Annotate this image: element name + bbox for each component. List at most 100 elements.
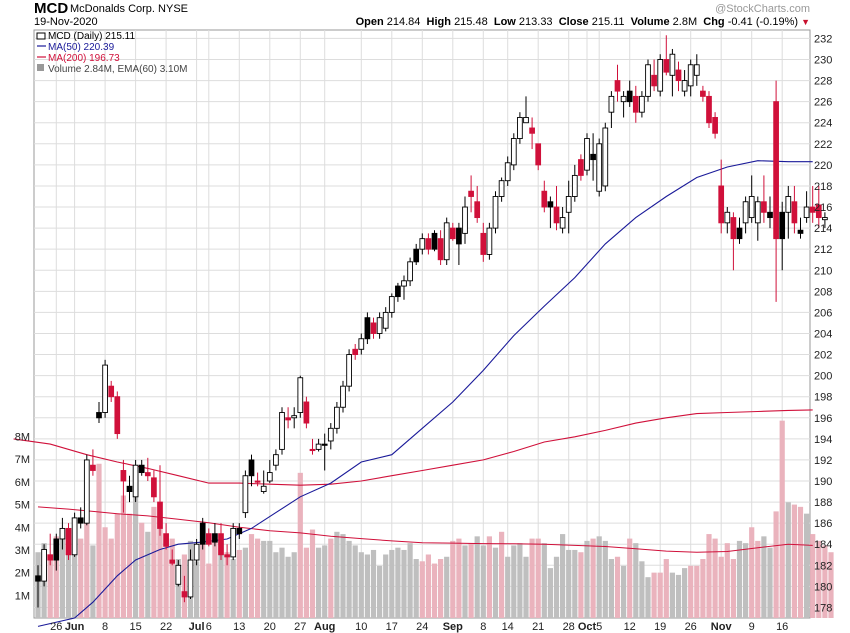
candle [626, 80, 633, 107]
candle [590, 133, 596, 181]
candle-body [388, 296, 395, 313]
low-value: 213.33 [518, 16, 553, 28]
volume-bar [517, 543, 523, 618]
candle [492, 191, 499, 234]
candle [309, 438, 316, 455]
chg-label: Chg [703, 16, 725, 28]
legend-ma50: MA(50) 220.39 [48, 42, 115, 53]
price-tick-label: 206 [814, 307, 832, 319]
volume-bar [590, 538, 596, 618]
candle-body [724, 211, 731, 224]
date-tick-label: 26 [50, 621, 62, 633]
date-tick-label: 8 [480, 621, 486, 633]
candle [571, 164, 578, 202]
candle-body [315, 443, 322, 450]
candle-body [193, 543, 200, 561]
candle [90, 449, 96, 476]
candle-body [163, 533, 169, 547]
candle [71, 512, 78, 557]
candle-body [456, 227, 462, 245]
volume-bar [761, 536, 767, 618]
volume-tick-label: 7M [15, 454, 30, 466]
candle [706, 91, 712, 128]
date-tick-label: 24 [416, 621, 428, 633]
candle-body [327, 427, 334, 442]
candle-body [718, 185, 725, 224]
candle-body [468, 190, 474, 197]
volume-bar [608, 559, 614, 618]
volume-bar [541, 543, 547, 618]
volume-bar [712, 538, 718, 618]
price-tick-label: 194 [814, 434, 832, 446]
volume-bar [364, 554, 370, 618]
candle [462, 196, 468, 244]
volume-bar [279, 547, 285, 618]
volume-bar [456, 538, 462, 618]
volume-bar [682, 568, 688, 618]
company-label: McDonalds Corp. [70, 3, 155, 15]
candle [346, 349, 352, 392]
date-tick-label: 17 [386, 621, 398, 633]
volume-bar [688, 565, 694, 618]
volume-bar [340, 534, 346, 618]
candle-body [614, 80, 621, 92]
close-value: 215.11 [591, 16, 625, 28]
price-tick-label: 226 [814, 97, 832, 109]
price-tick-label: 218 [814, 181, 832, 193]
candle [498, 177, 505, 202]
volume-bar [791, 504, 797, 618]
candle [736, 217, 743, 244]
price-tick-label: 230 [814, 55, 832, 67]
candle-body [279, 412, 285, 450]
candle [407, 257, 413, 287]
candle [334, 401, 340, 434]
candle-body [370, 322, 377, 334]
volume-bar [261, 540, 267, 618]
volume-bar [139, 522, 145, 618]
volume-bar [377, 565, 383, 618]
volume-bar [767, 547, 773, 618]
candle [419, 233, 426, 255]
ma200-line [13, 409, 813, 486]
candle-body [590, 153, 596, 161]
candle-body [730, 217, 737, 240]
volume-bar [169, 538, 175, 618]
candle-body [425, 238, 432, 250]
candle-body [754, 201, 761, 224]
volume-tick-label: 3M [15, 545, 30, 557]
volume-bar [65, 545, 72, 618]
volume-bar [291, 552, 297, 618]
candle [541, 180, 548, 213]
volume-bar [194, 561, 200, 618]
candle [395, 282, 401, 302]
date-tick-label: 26 [685, 621, 697, 633]
price-tick-label: 210 [814, 265, 832, 277]
volume-bar [206, 563, 212, 618]
candle [266, 459, 273, 484]
candle-body [797, 229, 804, 234]
candle [358, 333, 365, 355]
candle-body [224, 554, 230, 558]
candle [803, 191, 810, 223]
volume-bar [797, 506, 804, 618]
candle-body [419, 238, 426, 250]
candle [761, 175, 767, 223]
candle [754, 196, 761, 241]
volume-bar [584, 540, 590, 618]
exchange-label: NYSE [158, 3, 189, 15]
date-tick-label: Jun [65, 621, 85, 633]
candle [797, 217, 804, 239]
volume-bar [212, 536, 218, 618]
price-tick-label: 216 [814, 202, 832, 214]
volume-bar [627, 538, 633, 618]
price-tick-label: 180 [814, 581, 832, 593]
candle-body [309, 448, 316, 452]
candle [83, 454, 90, 526]
candle-body [47, 554, 54, 561]
candle-body [663, 59, 670, 73]
candle-body [285, 417, 291, 421]
volume-bar [389, 549, 395, 618]
volume-bar [755, 540, 761, 618]
candle-body [693, 64, 700, 76]
